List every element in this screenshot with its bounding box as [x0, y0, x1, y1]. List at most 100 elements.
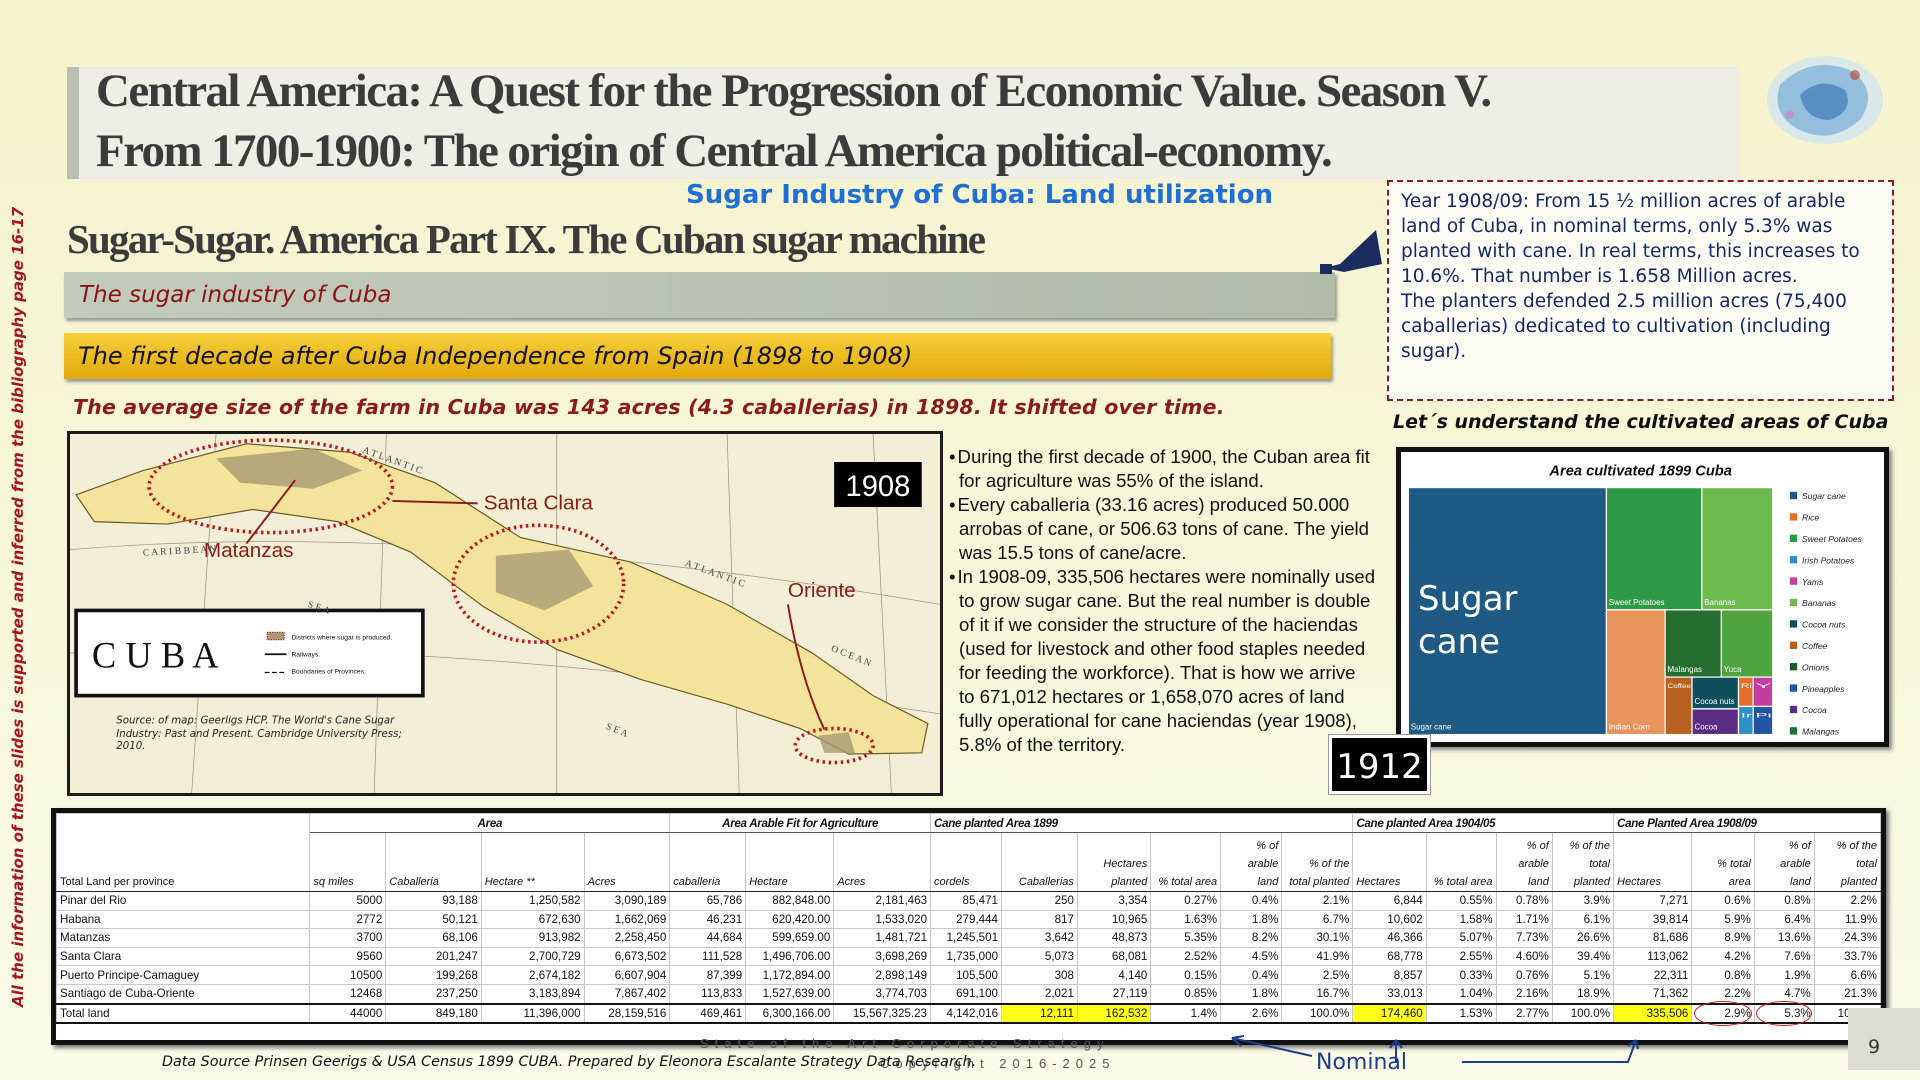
group-header: Cane planted Area 1899 — [930, 813, 1354, 833]
table-cell: 6,844 — [1352, 891, 1427, 911]
table-cell: 174,460 — [1352, 1002, 1427, 1025]
table-cell: 100.0% — [1281, 1002, 1354, 1025]
legend-label: Rice — [1802, 513, 1819, 523]
treemap-label: Bananas — [1704, 598, 1735, 607]
table-cell: 2.55% — [1425, 946, 1497, 967]
legend-swatch — [1789, 684, 1798, 692]
legend-swatch — [1789, 534, 1798, 542]
table-cell: 100.0% — [1551, 1002, 1615, 1025]
table-cell: 33,013 — [1352, 983, 1427, 1005]
table-cell: 30.1% — [1281, 928, 1354, 948]
table-cell: 2,021 — [1001, 983, 1078, 1005]
treemap-label: Ir — [1741, 712, 1754, 719]
group-header: Area — [309, 813, 671, 833]
farm-note: The average size of the farm in Cuba was… — [73, 395, 1225, 419]
table-cell: 1,481,721 — [833, 928, 932, 948]
table-cell: 3.9% — [1551, 891, 1615, 911]
treemap-label: Cocoa nuts — [1694, 697, 1734, 706]
treemap: Area cultivated 1899 Cuba Sugar cane Sweet… — [1407, 463, 1863, 737]
table-cell: 2.6% — [1220, 1002, 1283, 1025]
table-cell: 10500 — [309, 965, 387, 985]
treemap-label: Malangas — [1668, 665, 1702, 674]
table-cell: 199,268 — [385, 965, 482, 985]
column-header: Caballerias — [1001, 832, 1078, 892]
table-cell: 3,774,703 — [833, 983, 932, 1005]
table-cell: 3,183,894 — [480, 983, 585, 1005]
table-row: Santiago de Cuba-Oriente 12468 237,250 3,18… — [55, 983, 1882, 1005]
legend-swatch — [1789, 705, 1798, 714]
treemap-cell — [1691, 676, 1740, 710]
table-row: Pinar del Rio 5000 93,188 1,250,582 3,090,18… — [55, 891, 1882, 911]
table-cell: 13.6% — [1753, 928, 1815, 948]
table-cell: 1,662,069 — [583, 909, 671, 930]
treemap-label: Indian Corn — [1609, 723, 1650, 732]
column-header: Hectares — [1352, 832, 1427, 892]
table-cell: 1.8% — [1220, 983, 1283, 1005]
legend-label: Onions — [1802, 662, 1830, 672]
bullet: During the first decade of 1900, the Cub… — [946, 445, 1376, 493]
callout-text: Year 1908/09: From 15 ½ million acres of… — [1401, 191, 1860, 287]
legend-label: Sugar cane — [1802, 491, 1846, 501]
table-cell: 1.71% — [1495, 909, 1553, 930]
table-cell: 4,140 — [1076, 965, 1152, 985]
legend-swatch — [1789, 556, 1798, 564]
table-cell: 50,121 — [385, 909, 482, 930]
group-header: Cane planted Area 1904/05 — [1352, 813, 1615, 833]
table-cell: 12468 — [309, 983, 387, 1005]
table-cell: 2772 — [309, 909, 387, 930]
legend-swatch — [1789, 598, 1798, 607]
legend-label: Coffee — [1802, 641, 1827, 651]
table-cell: 46,231 — [669, 909, 747, 930]
table-cell: 691,100 — [930, 983, 1003, 1005]
table-cell: 6,607,904 — [583, 965, 671, 985]
table-cell: 65,786 — [669, 891, 747, 911]
table-cell: 2.77% — [1495, 1002, 1553, 1025]
table-cell: 3,642 — [1001, 928, 1078, 948]
section-title: Sugar-Sugar. America Part IX. The Cuban … — [67, 216, 986, 262]
column-header: % total area — [1425, 832, 1497, 892]
side-note: All the information of these slides is s… — [9, 206, 27, 1007]
table-cell: 0.6% — [1691, 891, 1755, 911]
callout: Year 1908/09: From 15 ½ million acres of… — [1387, 180, 1894, 401]
table-cell: 1,245,501 — [930, 928, 1003, 948]
table-cell: 2.16% — [1495, 983, 1553, 1005]
table-cell: 5.9% — [1691, 909, 1755, 930]
legend-swatch — [1789, 491, 1798, 500]
treemap-cell — [1664, 676, 1693, 736]
treemap-overlay: Sugar cane — [1418, 579, 1518, 662]
title-line: Central America: A Quest for the Progres… — [96, 65, 1492, 117]
table-cell: 10,602 — [1352, 909, 1427, 930]
table-cell: 0.76% — [1495, 965, 1553, 985]
table-cell: 0.55% — [1425, 891, 1497, 911]
table-cell: 469,461 — [669, 1002, 747, 1025]
column-header: Acres — [833, 832, 932, 892]
table-cell: 15,567,325.23 — [833, 1002, 932, 1025]
table-cell: 0.4% — [1220, 891, 1283, 911]
treemap-title: Area cultivated 1899 Cuba — [1548, 463, 1731, 479]
table-cell: 6,673,502 — [583, 946, 671, 967]
column-header: Acres — [583, 832, 671, 892]
legend-label: Pineapples — [1802, 684, 1845, 694]
column-header: % of the total planted — [1813, 832, 1882, 892]
table-cell: 237,250 — [385, 983, 482, 1005]
table-cell: 599,659.00 — [745, 928, 835, 948]
table-cell: 11,396,000 — [480, 1002, 585, 1025]
table-cell: 6.7% — [1281, 909, 1354, 930]
table-cell: 4.60% — [1495, 946, 1553, 967]
table-cell: 1.63% — [1150, 909, 1222, 930]
table-cell: 8.9% — [1691, 928, 1755, 948]
header-row: sq miles Caballeria Hectare ** Acres caballe… — [57, 832, 1882, 892]
table-cell: 5000 — [309, 891, 387, 911]
title-line: From 1700-1900: The origin of Central Am… — [96, 125, 1333, 177]
legend-swatch — [1789, 513, 1798, 521]
legend-swatch — [1789, 577, 1798, 585]
table-cell: 2.5% — [1281, 965, 1354, 985]
table-cell: 8.2% — [1220, 928, 1283, 948]
column-header: % of arable land — [1753, 832, 1815, 892]
legend-swatch — [1789, 727, 1798, 735]
column-header: Hectare — [745, 832, 835, 892]
bullet: In 1908-09, 335,506 hectares were nomina… — [946, 565, 1376, 757]
table-cell: 1,250,582 — [480, 891, 585, 911]
table-cell: 5.1% — [1551, 965, 1615, 985]
treemap-label: Coffee — [1668, 683, 1692, 690]
